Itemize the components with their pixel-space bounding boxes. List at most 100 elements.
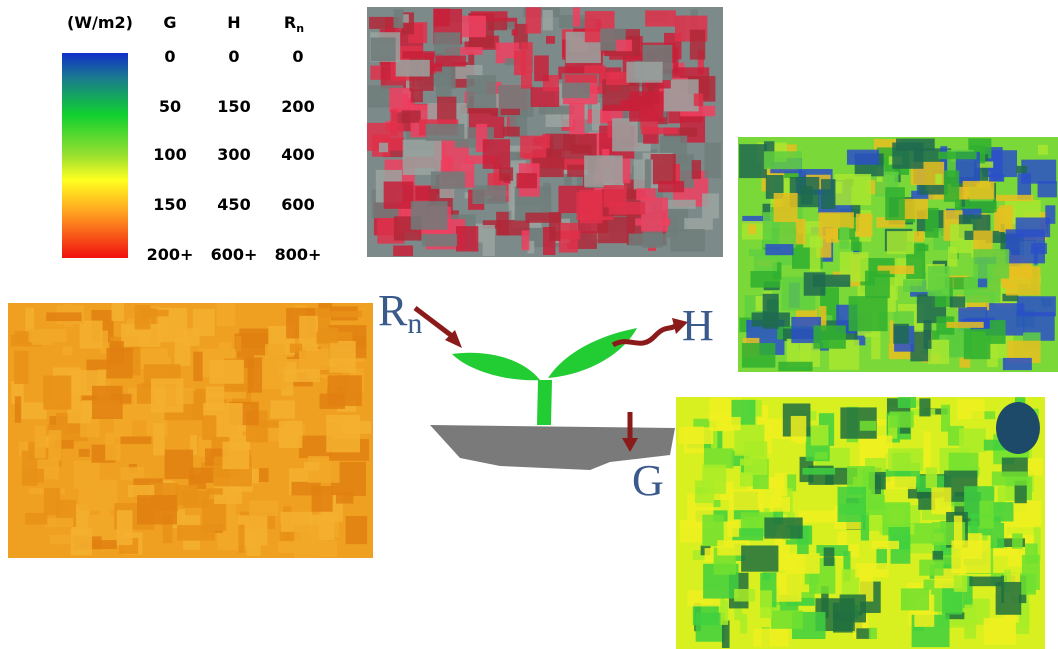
patch xyxy=(565,74,597,82)
patch xyxy=(520,136,546,158)
patch xyxy=(25,308,34,331)
patch xyxy=(684,427,704,454)
patch xyxy=(964,329,991,359)
legend-value: 600+ xyxy=(211,245,258,264)
patch xyxy=(50,535,70,544)
legend-value: 0 xyxy=(292,47,303,66)
patch xyxy=(584,156,623,187)
patch xyxy=(704,143,721,179)
patch xyxy=(22,469,44,483)
patch xyxy=(996,582,1022,615)
patch xyxy=(573,7,580,26)
patch xyxy=(764,151,802,169)
patch xyxy=(543,183,550,196)
patch xyxy=(670,229,705,251)
patch xyxy=(778,362,812,371)
patch xyxy=(284,369,321,382)
patch xyxy=(901,588,929,610)
patch xyxy=(785,553,819,574)
patch xyxy=(791,416,807,442)
patch xyxy=(318,328,338,344)
patch xyxy=(924,431,931,467)
patch xyxy=(641,198,668,232)
patch xyxy=(279,421,303,448)
legend-value: 200 xyxy=(281,97,314,116)
patch xyxy=(249,501,278,516)
patch xyxy=(44,488,60,515)
patch xyxy=(499,167,513,180)
rn-base: R xyxy=(378,286,408,335)
patch xyxy=(855,563,888,577)
patch xyxy=(472,185,506,204)
patch xyxy=(1012,533,1022,548)
patch xyxy=(183,491,210,508)
patch xyxy=(935,174,942,184)
patch xyxy=(760,590,772,618)
legend-value: 300 xyxy=(217,145,250,164)
patch xyxy=(684,218,713,230)
patch xyxy=(592,103,600,131)
patch xyxy=(872,541,900,549)
header-sub: n xyxy=(296,22,304,35)
patch xyxy=(889,411,913,427)
patch xyxy=(658,181,684,192)
patch xyxy=(742,343,775,368)
patch xyxy=(248,357,263,392)
patch xyxy=(604,185,627,207)
legend-value: 0 xyxy=(228,47,239,66)
legend-value: 800+ xyxy=(275,245,322,264)
patch xyxy=(629,91,663,121)
patch xyxy=(775,473,787,497)
patch xyxy=(559,223,578,253)
patch xyxy=(483,225,495,256)
patch xyxy=(384,182,414,209)
patch xyxy=(865,271,890,298)
patch xyxy=(202,415,216,440)
patch xyxy=(651,154,676,184)
patch xyxy=(702,465,726,494)
patch xyxy=(389,88,414,113)
patch xyxy=(43,376,71,410)
patch xyxy=(815,452,827,459)
patch xyxy=(15,396,21,422)
patch xyxy=(957,399,984,419)
patch xyxy=(467,75,497,108)
patch xyxy=(132,347,140,376)
patch xyxy=(799,510,838,522)
patch xyxy=(847,150,879,165)
patch xyxy=(435,56,465,67)
patch xyxy=(346,516,368,544)
legend-value: 0 xyxy=(164,47,175,66)
patch xyxy=(449,65,456,89)
patch xyxy=(329,341,355,373)
patch xyxy=(694,93,703,106)
patch xyxy=(92,386,123,419)
patch xyxy=(1025,544,1038,564)
patch xyxy=(522,230,530,250)
h-image xyxy=(738,137,1058,372)
patch xyxy=(944,170,959,201)
patch xyxy=(512,29,518,35)
patch xyxy=(748,224,756,234)
patch xyxy=(25,513,47,525)
patch xyxy=(426,124,465,141)
patch xyxy=(824,547,835,566)
patch xyxy=(189,468,213,483)
patch xyxy=(153,423,164,455)
patch xyxy=(753,628,788,646)
column-header: Rn xyxy=(284,13,304,35)
patch xyxy=(516,173,536,188)
patch xyxy=(483,139,510,169)
patch xyxy=(835,174,872,205)
patch xyxy=(938,152,976,160)
patch xyxy=(993,549,1018,556)
patch xyxy=(752,312,790,326)
patch xyxy=(811,425,829,446)
patch xyxy=(849,296,888,331)
h-label: H xyxy=(682,301,714,350)
legend-value: 100 xyxy=(153,145,186,164)
patch xyxy=(166,384,176,406)
patch xyxy=(394,9,404,28)
patch xyxy=(503,127,520,137)
patch xyxy=(238,525,244,553)
